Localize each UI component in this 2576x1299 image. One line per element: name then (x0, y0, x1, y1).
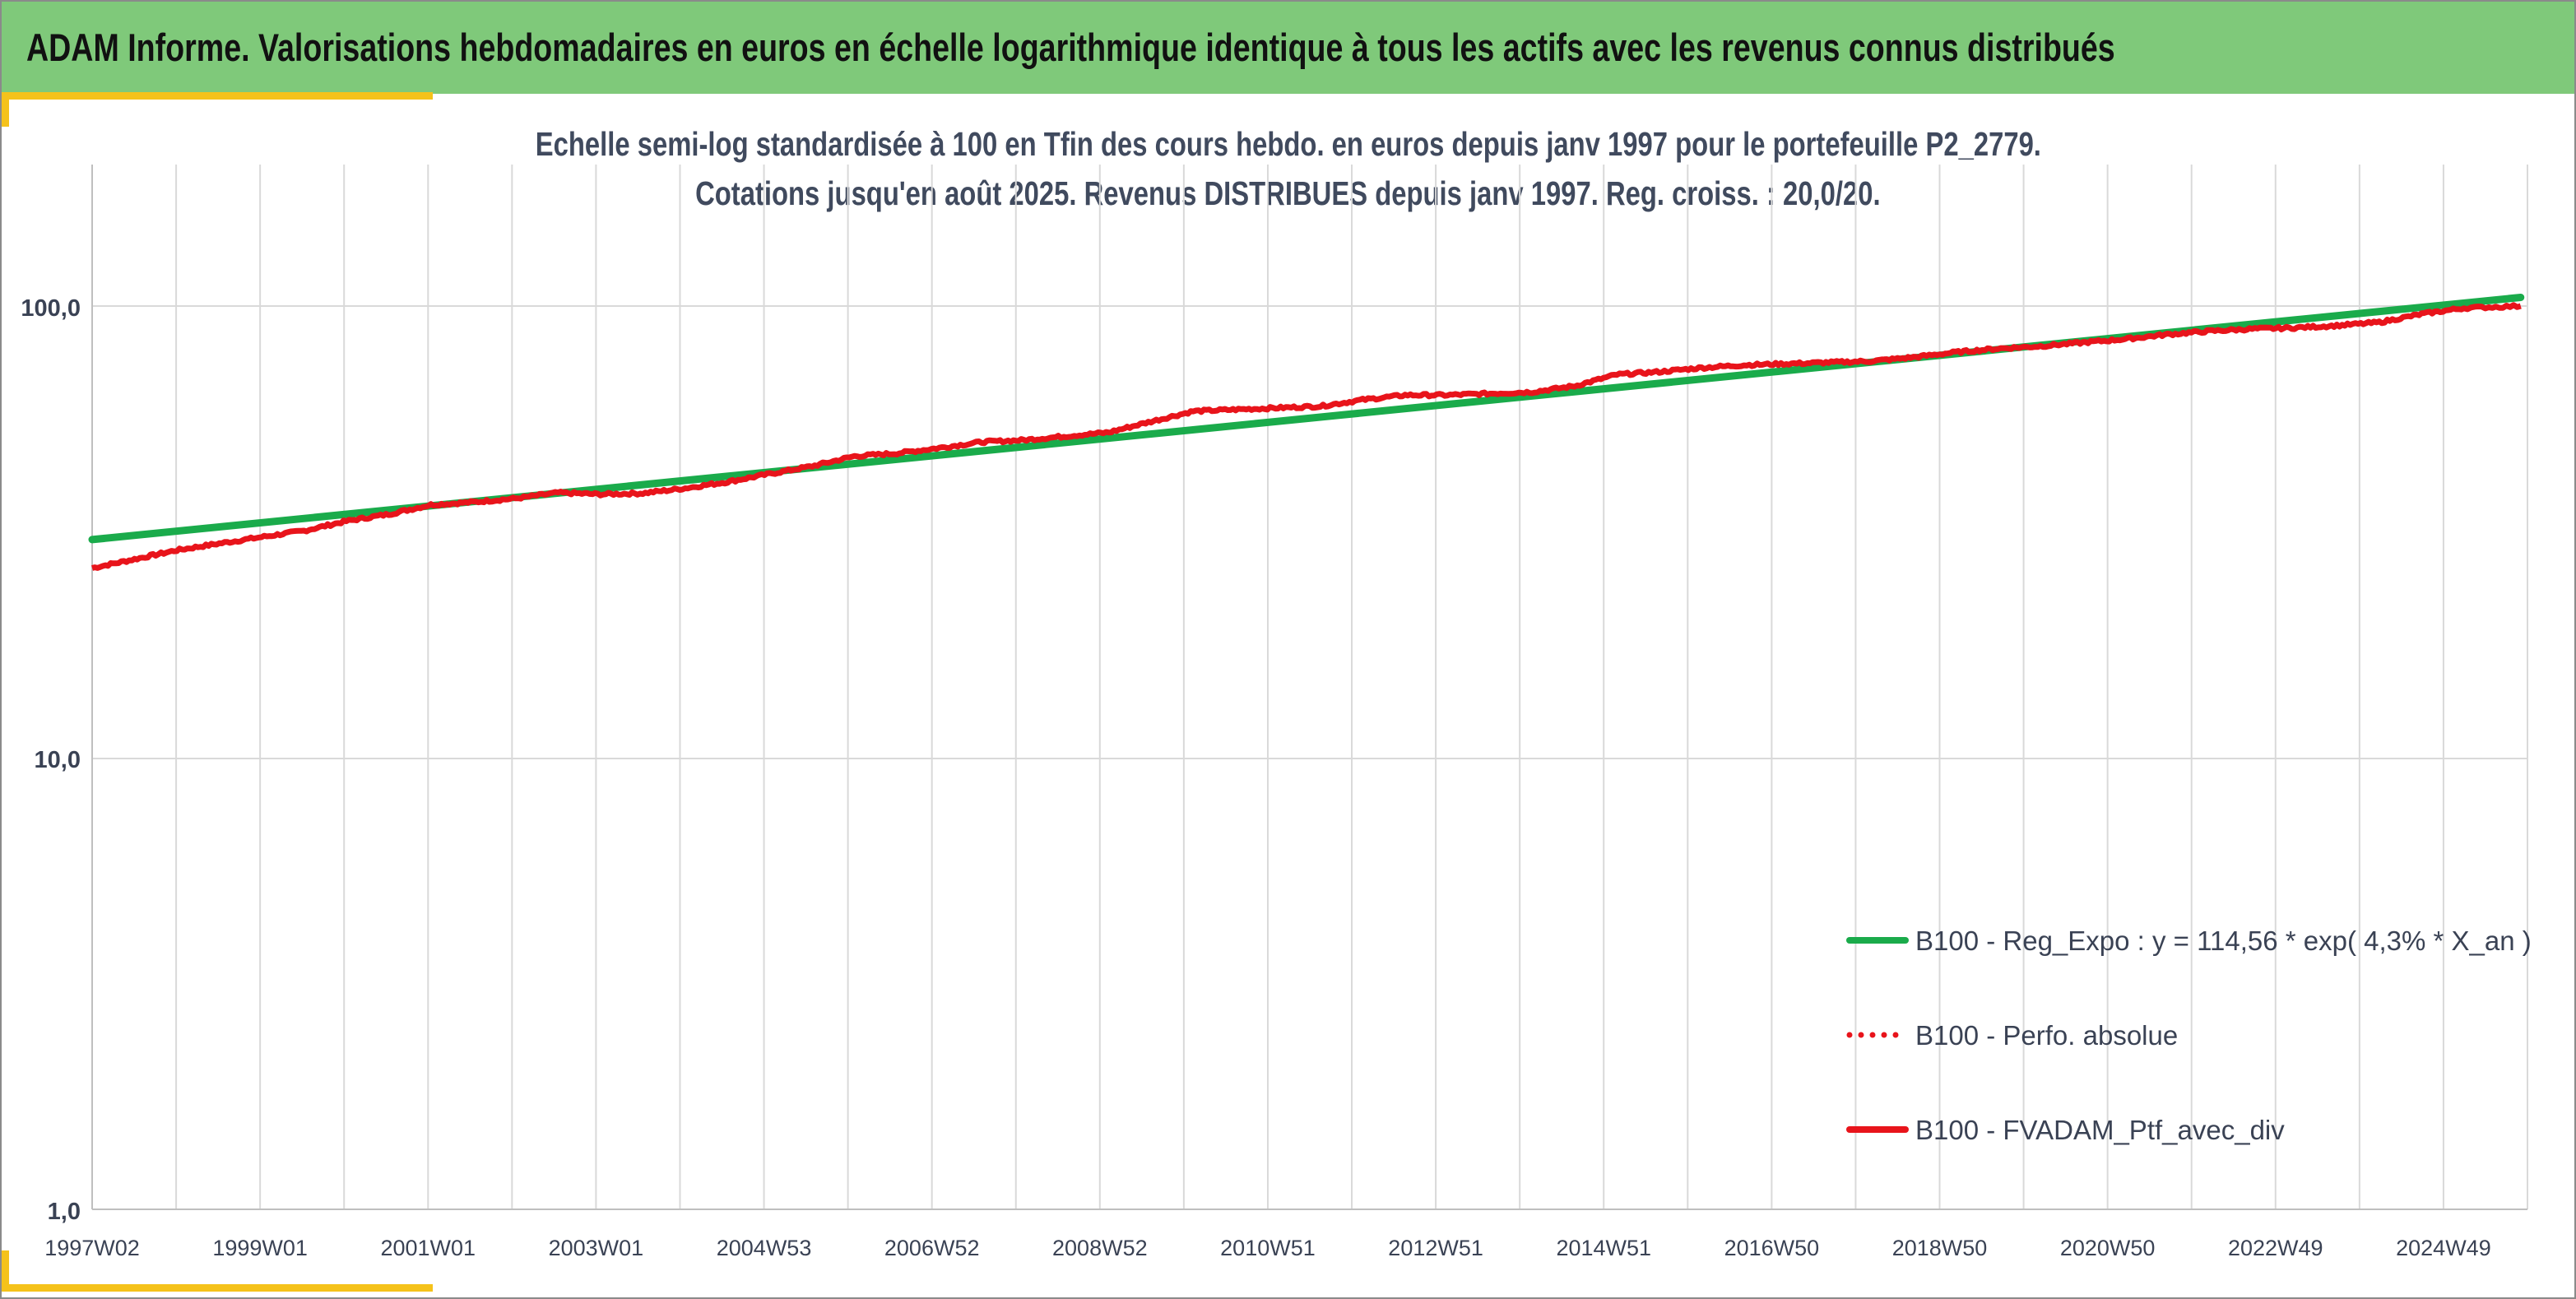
page-title: ADAM Informe. Valorisations hebdomadaire… (26, 26, 2115, 69)
x-tick-label: 2016W50 (1724, 1236, 1820, 1260)
legend-label-2: B100 - Perfo. absolue (1915, 1020, 2178, 1051)
y-tick-label: 100,0 (21, 295, 81, 322)
x-tick-label: 2020W50 (2060, 1236, 2156, 1260)
chart-title-line-2-text: Cotations jusqu'en août 2025. Revenus DI… (695, 174, 1881, 212)
accent-bar-top-vertical (2, 92, 9, 127)
x-tick-label: 2010W51 (1220, 1236, 1316, 1260)
legend-label-1: B100 - Reg_Expo : y = 114,56 * exp( 4,3%… (1915, 926, 2532, 956)
accent-bar-bottom (2, 1284, 433, 1292)
header-banner: ADAM Informe. Valorisations hebdomadaire… (2, 2, 2574, 94)
x-tick-label: 2012W51 (1388, 1236, 1483, 1260)
x-tick-label: 1997W02 (44, 1236, 140, 1260)
x-tick-label: 2014W51 (1556, 1236, 1651, 1260)
x-tick-label: 2024W49 (2396, 1236, 2491, 1260)
chart-title-line-1-text: Echelle semi-log standardisée à 100 en T… (535, 125, 2041, 163)
x-tick-label: 2006W52 (884, 1236, 980, 1260)
x-tick-label: 2022W49 (2228, 1236, 2323, 1260)
x-tick-label: 2004W53 (717, 1236, 812, 1260)
series-line-portfolio (91, 302, 2522, 571)
accent-bar-bottom-vertical (2, 1250, 9, 1292)
x-tick-label: 1999W01 (212, 1236, 308, 1260)
y-tick-label: 1,0 (48, 1199, 81, 1225)
y-tick-label: 10,0 (35, 747, 81, 773)
legend-label-3: B100 - FVADAM_Ptf_avec_div (1915, 1115, 2285, 1145)
x-tick-label: 2001W01 (380, 1236, 476, 1260)
accent-bar-top (2, 92, 433, 100)
x-tick-label: 2008W52 (1052, 1236, 1148, 1260)
x-tick-label: 2018W50 (1892, 1236, 1988, 1260)
chart-title-line-2: Cotations jusqu'en août 2025. Revenus DI… (0, 174, 2576, 213)
x-tick-label: 2003W01 (549, 1236, 644, 1260)
chart-title-line-1: Echelle semi-log standardisée à 100 en T… (0, 125, 2576, 164)
